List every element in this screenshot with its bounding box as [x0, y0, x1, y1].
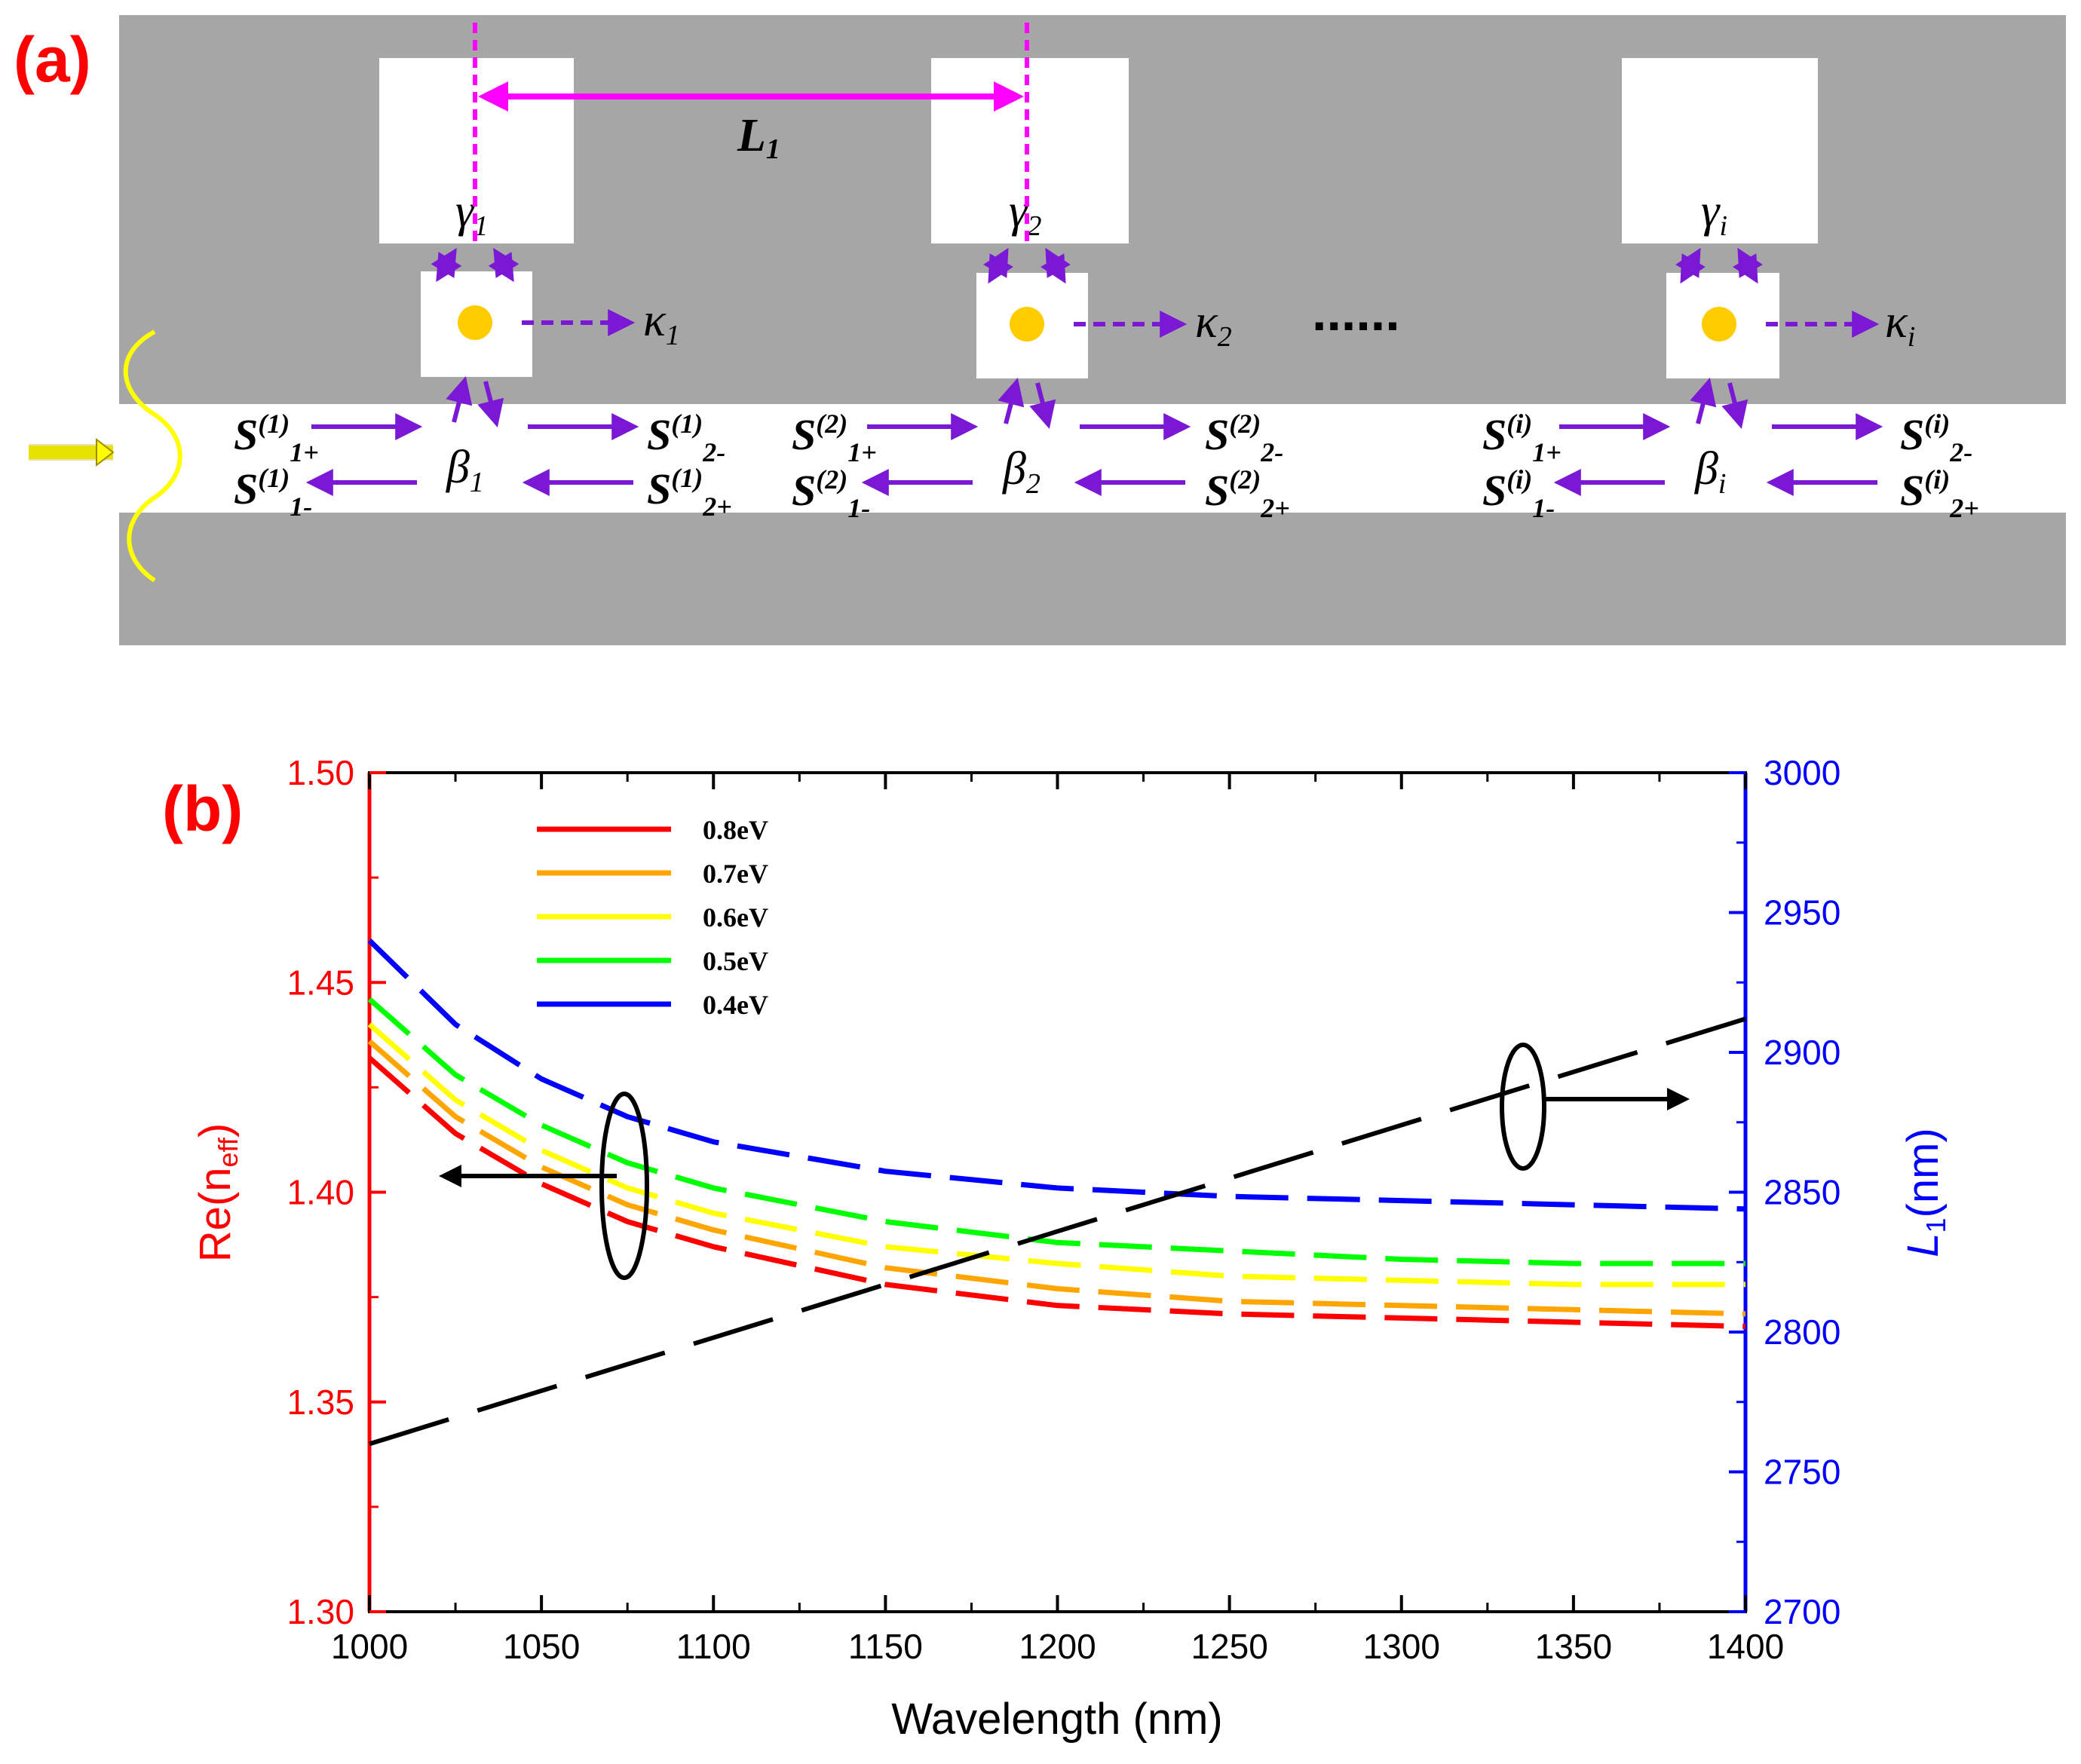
beta-coupling-right-2: [1721, 382, 1748, 429]
x-ticks: 1000 1050 1100 1150 1200 1250 1300 1350 1400: [331, 773, 1784, 1666]
legend: 0.8eV 0.7eV 0.6eV 0.5eV 0.4eV: [537, 815, 768, 1020]
right-tick-label: 2900: [1764, 1033, 1840, 1072]
beta-1: β1: [446, 442, 484, 498]
input-wave: [123, 329, 182, 583]
si-in-forward: S(i)1+: [1482, 409, 1562, 467]
gamma-coupling-right-1: [1040, 247, 1071, 284]
metal-bottom: [119, 513, 2066, 645]
right-tick-label: 2800: [1764, 1312, 1840, 1352]
x-tick-label: 1250: [1191, 1627, 1267, 1666]
legend-label: 0.5eV: [703, 946, 768, 976]
resonator-i: [1622, 58, 1818, 243]
legend-label: 0.6eV: [703, 902, 768, 933]
series: [367, 939, 1746, 1447]
l1-label: L1: [737, 110, 780, 165]
cavity-i-dot: [1702, 307, 1736, 341]
cavity-2-dot: [1010, 307, 1044, 341]
s1-out-forward: S(1)2-: [647, 409, 725, 467]
unit-2: γ2 κ2 β2 S(2)1+ S(2)1- S(2)2- S(2)2+: [792, 58, 1290, 523]
right-tick-label: 2950: [1764, 893, 1840, 933]
s2-in-forward: S(2)1+: [792, 409, 877, 467]
right-axis-title: L1(nm): [1899, 1128, 1951, 1257]
unit-i: γi κi βi S(i)1+ S(i)1- S(i)2- S(i)2+: [1482, 58, 1979, 523]
series-line-07ev: [367, 1039, 1746, 1317]
s2-out-forward: S(2)2-: [1205, 409, 1283, 467]
gamma-coupling-left-2: [1675, 247, 1706, 284]
x-tick-label: 1350: [1535, 1627, 1612, 1666]
unit-1: γ1 κ1 β1 S(1)1+ S(1)1- S(1)2- S(1)2+: [234, 58, 732, 522]
left-tick-label: 1.45: [287, 963, 354, 1002]
kappa-i: κi: [1885, 296, 1915, 353]
beta-coupling-left-1: [998, 378, 1025, 424]
gamma-coupling-right-2: [1733, 247, 1763, 284]
right-tick-label: 2850: [1764, 1173, 1840, 1212]
beta-coupling-left-0: [446, 376, 473, 423]
left-y-ticks: 1.30 1.35 1.40 1.45 1.50: [287, 753, 386, 1631]
left-tick-label: 1.40: [287, 1173, 354, 1212]
s2-out-back: S(2)2+: [1205, 464, 1290, 523]
kappa-1: κ1: [643, 295, 680, 351]
s2-in-back: S(2)1-: [792, 464, 870, 523]
x-tick-label: 1400: [1707, 1627, 1784, 1666]
series-line-04ev: [367, 939, 1746, 1212]
right-tick-label: 2750: [1764, 1453, 1840, 1492]
kappa-2: κ2: [1195, 296, 1232, 353]
s1-in-forward: S(1)1+: [234, 409, 319, 467]
series-line-l1: [369, 1016, 1746, 1447]
bus-waveguide: [119, 404, 2066, 513]
left-axis-indicator-ellipse: [599, 1092, 649, 1280]
right-tick-label: 2700: [1764, 1592, 1840, 1631]
left-axis-title: Re(neff): [191, 1123, 244, 1262]
legend-label: 0.4eV: [703, 990, 768, 1020]
gamma-coupling-left-0: [431, 247, 462, 283]
gamma-2: γ2: [1009, 185, 1041, 242]
plot-frame: [368, 771, 1747, 1613]
s1-in-back: S(1)1-: [234, 463, 312, 522]
beta-coupling-left-2: [1690, 378, 1717, 424]
si-out-back: S(i)2+: [1900, 464, 1979, 523]
x-tick-label: 1200: [1019, 1627, 1096, 1666]
left-tick-label: 1.50: [287, 753, 354, 792]
x-axis-title: Wavelength (nm): [891, 1695, 1222, 1744]
gamma-i: γi: [1701, 185, 1727, 242]
si-in-back: S(i)1-: [1482, 464, 1555, 523]
left-tick-label: 1.35: [287, 1383, 354, 1422]
x-tick-label: 1050: [503, 1627, 580, 1666]
gamma-coupling-right-0: [488, 247, 519, 283]
right-axis-indicator-ellipse: [1500, 1043, 1546, 1171]
legend-label: 0.7eV: [703, 859, 768, 889]
beta-i: βi: [1694, 443, 1726, 500]
panel-a: (a) γ1 κ1 β1 S(1)1+ S(1)1- S(1)2- S(1)2+…: [14, 15, 2066, 645]
x-tick-label: 1150: [848, 1627, 923, 1666]
panel-a-label: (a): [14, 24, 91, 95]
gamma-1: γ1: [455, 185, 488, 242]
panel-b: (b) 1000 1050 1100 1150 1200 1250 1300 1350 1400…: [162, 753, 1951, 1744]
beta-2: β2: [1002, 443, 1040, 500]
coupling-arrows: [305, 247, 1883, 496]
gamma-coupling-left-1: [983, 247, 1013, 284]
left-tick-label: 1.30: [287, 1592, 354, 1631]
x-tick-label: 1100: [676, 1627, 751, 1666]
x-tick-label: 1300: [1363, 1627, 1440, 1666]
ellipsis: ......: [1312, 283, 1400, 341]
series-line-06ev: [367, 1022, 1745, 1288]
beta-coupling-right-0: [477, 381, 504, 427]
si-out-forward: S(i)2-: [1900, 409, 1972, 467]
x-tick-label: 1000: [331, 1627, 408, 1666]
series-line-05ev: [367, 997, 1745, 1266]
right-y-ticks: 2700 2750 2800 2850 2900 2950 3000: [1729, 753, 1840, 1631]
panel-b-label: (b): [162, 773, 243, 844]
beta-coupling-right-1: [1029, 382, 1056, 429]
cavity-1-dot: [458, 305, 492, 340]
right-tick-label: 3000: [1764, 753, 1840, 792]
series-line-08ev: [367, 1055, 1746, 1330]
s1-out-back: S(1)2+: [647, 463, 732, 522]
legend-label: 0.8eV: [703, 815, 768, 845]
